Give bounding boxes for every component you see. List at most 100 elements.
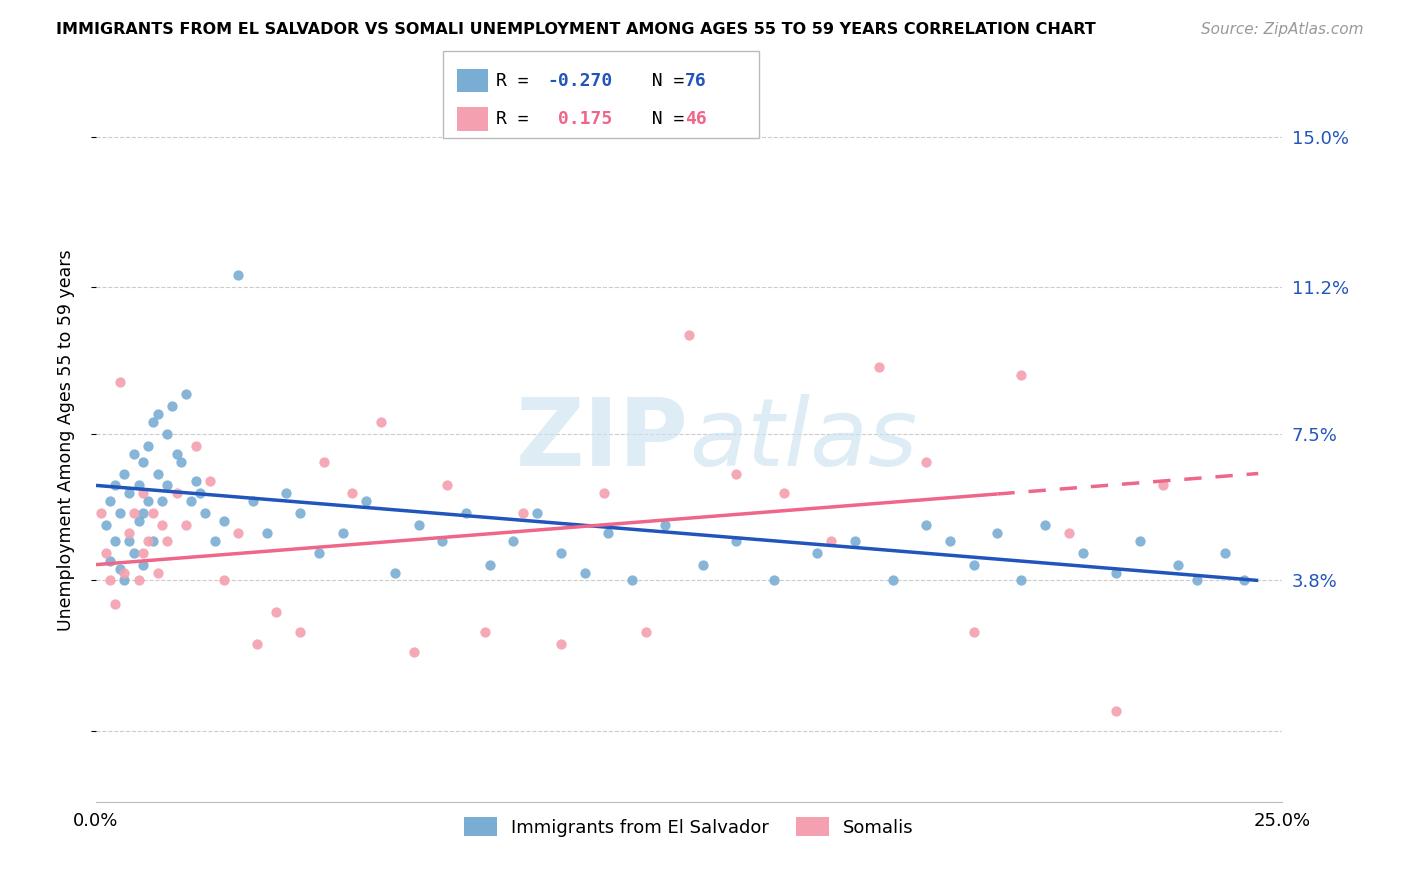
Point [432,533,454,548]
Point [915,455,938,469]
Point [184,439,207,453]
Point [166,486,188,500]
Point [212,514,235,528]
Text: N =: N = [630,71,695,89]
Point [132,486,155,500]
Text: 76: 76 [685,71,706,89]
Point [104,533,127,548]
Point [128,514,150,528]
Point [550,546,572,560]
Point [678,327,700,342]
Point [1213,546,1236,560]
Point [136,439,159,453]
Y-axis label: Unemployment Among Ages 55 to 59 years: Unemployment Among Ages 55 to 59 years [58,249,75,631]
Point [152,518,174,533]
Point [1129,533,1152,548]
Point [114,574,136,588]
Point [332,525,354,540]
Point [1033,518,1056,533]
Point [146,407,169,421]
Text: 46: 46 [685,110,706,128]
Text: atlas: atlas [689,394,917,485]
Point [114,566,136,580]
Point [198,475,221,489]
Point [1152,478,1174,492]
Point [132,558,155,572]
Point [882,574,904,588]
Text: Source: ZipAtlas.com: Source: ZipAtlas.com [1201,22,1364,37]
Text: -0.270: -0.270 [547,71,612,89]
Point [550,637,572,651]
Point [356,494,378,508]
Point [266,605,288,619]
Point [574,566,596,580]
Point [98,574,121,588]
Point [146,467,169,481]
Point [174,387,197,401]
Point [108,561,131,575]
Point [194,506,217,520]
Point [152,494,174,508]
Point [108,506,131,520]
Point [166,447,188,461]
Point [1010,368,1032,382]
Point [1010,574,1032,588]
Point [108,376,131,390]
Point [962,624,984,639]
Point [128,478,150,492]
Point [308,546,330,560]
Point [142,506,165,520]
Point [1167,558,1189,572]
Point [146,566,169,580]
Point [725,467,748,481]
Point [1105,704,1128,718]
Point [692,558,714,572]
Point [1105,566,1128,580]
Point [118,525,141,540]
Point [654,518,676,533]
Point [986,525,1008,540]
Point [962,558,984,572]
Text: 0.175: 0.175 [547,110,612,128]
Point [170,455,193,469]
Point [384,566,406,580]
Point [204,533,226,548]
Point [122,506,145,520]
Point [636,624,658,639]
Point [474,624,496,639]
Point [340,486,363,500]
Point [592,486,614,500]
Point [90,506,112,520]
Point [436,478,458,492]
Point [142,533,165,548]
Point [118,533,141,548]
Point [184,475,207,489]
Point [156,426,179,441]
Point [132,455,155,469]
Point [763,574,786,588]
Text: R =: R = [496,110,540,128]
Point [246,637,269,651]
Point [512,506,534,520]
Point [868,359,890,374]
Point [478,558,501,572]
Point [128,574,150,588]
Point [180,494,202,508]
Point [98,494,121,508]
Point [156,478,179,492]
Point [174,518,197,533]
Point [212,574,235,588]
Text: ZIP: ZIP [516,394,689,486]
Point [256,525,278,540]
Point [1071,546,1094,560]
Point [242,494,264,508]
Point [621,574,644,588]
Point [939,533,962,548]
Point [136,533,159,548]
Point [725,533,748,548]
Point [454,506,477,520]
Text: R =: R = [496,71,540,89]
Text: N =: N = [630,110,695,128]
Point [190,486,212,500]
Point [915,518,938,533]
